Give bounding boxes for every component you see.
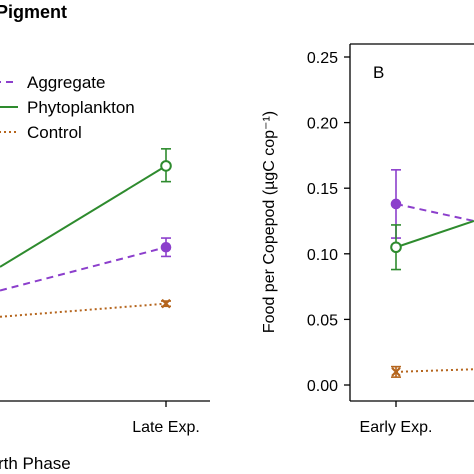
panel-a-series	[0, 148, 172, 318]
panel-b-aggregate-line	[395, 202, 474, 222]
panel-a-control-line	[0, 302, 167, 318]
panel-b-y-tick-label: 0.00	[307, 378, 338, 395]
shared-x-axis-label: rth Phase	[0, 454, 71, 473]
panel-b-phytoplankton-line	[395, 220, 474, 249]
panel-b-control-point	[391, 367, 401, 377]
panel-b-y-ticks: 0.00 0.05 0.10 0.15 0.20 0.25	[307, 50, 350, 395]
figure-title: Pigment	[0, 2, 67, 22]
panel-a-aggregate-line	[0, 246, 167, 292]
panel-b-y-tick-label: 0.20	[307, 116, 338, 133]
legend: Aggregate Phytoplankton Control	[0, 73, 135, 142]
panel-b-y-tick-label: 0.10	[307, 247, 338, 264]
legend-aggregate-label: Aggregate	[27, 73, 105, 92]
legend-phytoplankton-label: Phytoplankton	[27, 98, 135, 117]
panel-a-control-point	[161, 298, 171, 309]
panel-b: B 0.00 0.05 0.10 0.15 0.20 0.25 Food per Cope…	[261, 43, 474, 436]
panel-b-series	[390, 169, 474, 378]
panel-a-phytoplankton-line	[0, 165, 167, 268]
panel-b-control-line	[395, 368, 474, 373]
panel-b-y-tick-label: 0.05	[307, 312, 338, 329]
panel-b-y-tick-label: 0.25	[307, 50, 338, 67]
panel-b-phytoplankton-point	[390, 241, 402, 254]
legend-control-label: Control	[27, 123, 82, 142]
panel-b-y-tick-label: 0.15	[307, 181, 338, 198]
panel-a-phytoplankton-point	[160, 160, 172, 172]
panel-b-y-axis-label: Food per Copepod (µgC cop⁻¹)	[261, 111, 278, 333]
panel-a-aggregate-point	[160, 241, 172, 253]
panel-b-x-tick-label: Early Exp.	[360, 419, 433, 436]
panel-b-label: B	[373, 63, 384, 82]
panel-b-aggregate-point	[390, 198, 402, 210]
panel-a: Late Exp. Aggregate Phytoplankton Contro…	[0, 73, 210, 436]
panel-a-x-tick-label: Late Exp.	[132, 419, 200, 436]
